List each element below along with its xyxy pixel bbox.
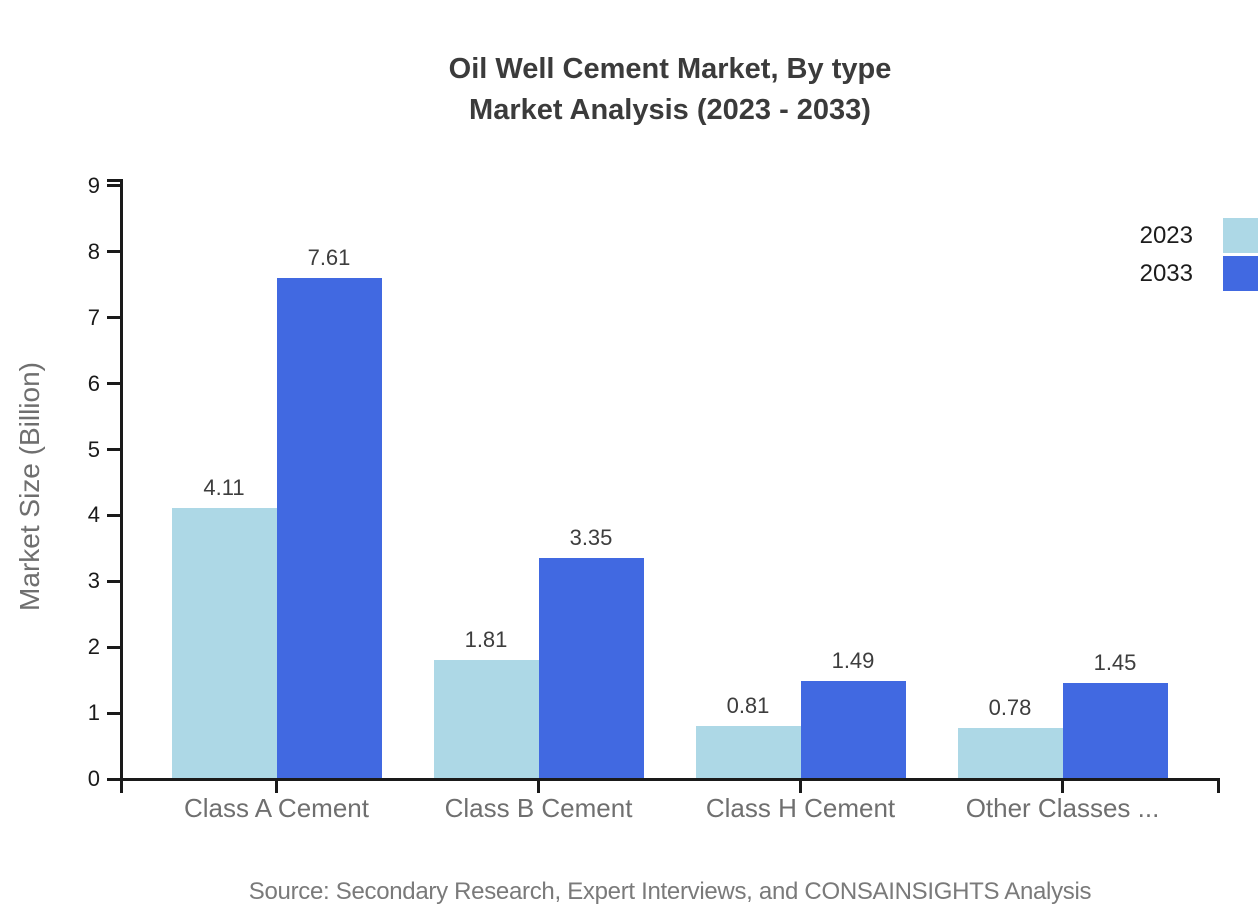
- bar-2023-class-b-cement: [433, 659, 539, 779]
- legend: 2023 2033: [1140, 218, 1258, 291]
- bar-2023-class-a-cement: [171, 508, 277, 779]
- x-axis-tick: [275, 779, 278, 793]
- legend-label-2023: 2023: [1139, 221, 1193, 249]
- legend-item: 2023: [1140, 218, 1258, 253]
- bar-2033-other-classes-: [1062, 683, 1168, 779]
- value-label: 1.49: [831, 647, 875, 673]
- y-axis-tick: [107, 645, 121, 649]
- x-axis-category-label: Other Classes ...: [965, 793, 1160, 823]
- y-axis-tick: [107, 513, 121, 517]
- y-axis-line: [119, 179, 123, 793]
- x-axis-tick: [1061, 779, 1064, 793]
- value-label: 1.45: [1093, 650, 1137, 676]
- value-label: 0.81: [726, 692, 770, 718]
- x-axis-line: [107, 777, 1220, 781]
- legend-swatch-2033: [1223, 256, 1258, 291]
- y-axis-end-cap: [107, 179, 121, 182]
- x-axis-tick: [799, 779, 802, 793]
- y-axis-tick-label: 1: [87, 700, 100, 726]
- y-axis-tick-label: 8: [87, 238, 100, 264]
- value-label: 4.11: [203, 475, 245, 501]
- y-axis-tick: [107, 316, 121, 320]
- bar-2033-class-a-cement: [276, 277, 382, 779]
- bar-2023-class-h-cement: [695, 725, 801, 779]
- y-axis-tick-label: 7: [87, 304, 100, 330]
- y-axis-tick-label: 2: [87, 634, 100, 660]
- x-axis-category-label: Class A Cement: [184, 793, 369, 823]
- chart-title-line-1: Oil Well Cement Market, By type: [448, 53, 892, 85]
- y-axis-tick: [107, 184, 121, 188]
- y-axis-tick: [107, 448, 121, 451]
- y-axis-tick-label: 5: [87, 436, 100, 462]
- bar-2033-class-h-cement: [800, 680, 906, 779]
- bar-2023-other-classes-: [957, 727, 1063, 779]
- x-axis-category-label: Class H Cement: [705, 793, 896, 823]
- y-axis-tick: [107, 382, 121, 386]
- y-axis-tick: [107, 711, 121, 715]
- value-label: 0.78: [988, 694, 1032, 720]
- chart-title: Oil Well Cement Market, By type Market A…: [80, 49, 1260, 131]
- legend-label-2033: 2033: [1139, 259, 1193, 287]
- y-axis-tick-label: 3: [87, 568, 100, 594]
- x-axis-tick: [537, 779, 540, 793]
- y-axis-tick-label: 0: [87, 766, 100, 791]
- legend-item: 2033: [1140, 256, 1258, 291]
- y-axis-tick: [107, 579, 121, 583]
- value-label: 1.81: [464, 626, 508, 652]
- y-axis-tick: [107, 250, 121, 254]
- y-axis-tick-label: 4: [87, 502, 100, 528]
- y-axis-tick-label: 6: [87, 370, 100, 396]
- x-axis-end-tick: [1217, 779, 1220, 793]
- legend-swatch-2023: [1223, 218, 1258, 253]
- y-axis-tick-label: 9: [87, 172, 100, 198]
- chart-title-line-2: Market Analysis (2023 - 2033): [469, 94, 871, 126]
- value-label: 7.61: [307, 244, 351, 270]
- bar-2033-class-b-cement: [538, 558, 644, 779]
- source-attribution: Source: Secondary Research, Expert Inter…: [248, 878, 1092, 905]
- value-label: 3.35: [569, 525, 613, 551]
- x-axis-category-label: Class B Cement: [444, 793, 633, 823]
